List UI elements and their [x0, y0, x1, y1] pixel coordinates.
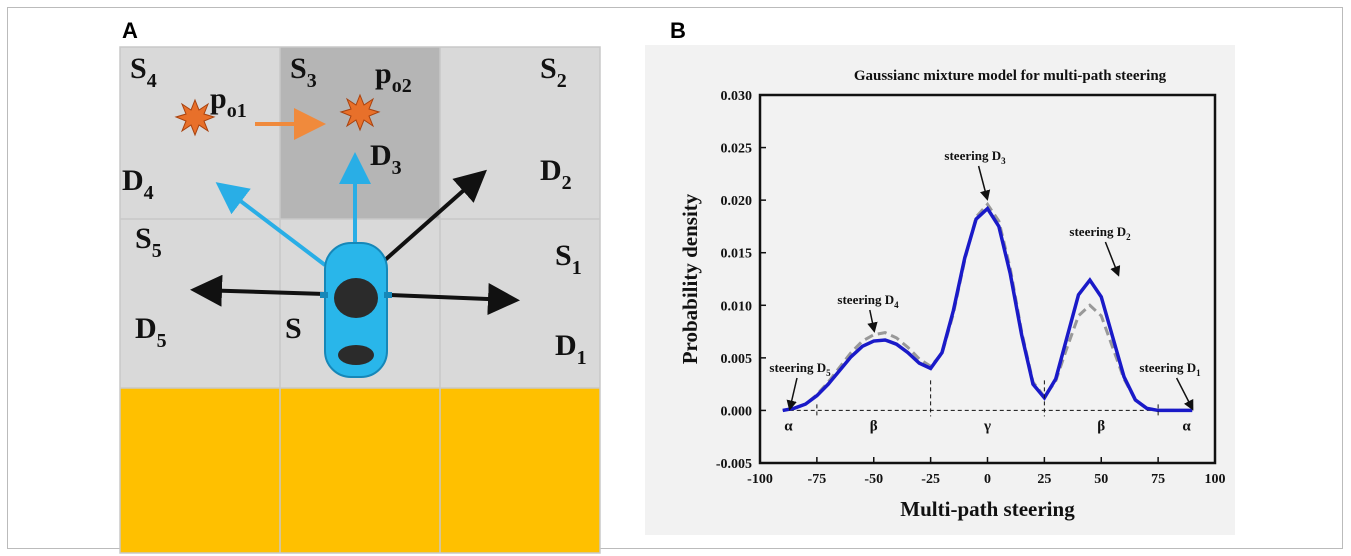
map-label-main: D [122, 164, 144, 197]
annotation-main: steering D [1069, 224, 1126, 239]
plot-frame [758, 93, 1217, 465]
map-label-main: D [370, 139, 392, 172]
annotation-sub: 2 [1126, 232, 1131, 242]
map-label-main: D [555, 329, 577, 362]
annotation-arrow [786, 377, 798, 411]
map-label: S2 [540, 52, 567, 92]
density-line [782, 205, 1193, 413]
map-label-main: S [555, 239, 572, 272]
annotation: steering D2 [1069, 224, 1131, 242]
map-label: S [285, 312, 302, 345]
map-label: D5 [135, 312, 167, 352]
arrows [190, 108, 520, 316]
annotation-main: steering D [769, 360, 826, 375]
panel-label: B [670, 18, 686, 43]
annotation-sub: 3 [1001, 156, 1006, 166]
x-tick-label: -75 [808, 472, 827, 487]
map-label-sub: 5 [157, 330, 167, 352]
y-tick-label: 0.015 [721, 247, 753, 262]
annotation-arrow [867, 309, 878, 333]
map-label: po1 [210, 82, 247, 122]
y-tick-label: 0.020 [721, 194, 753, 209]
x-tick-label: 50 [1094, 472, 1108, 487]
x-tick-label: 0 [984, 472, 991, 487]
map-label: S1 [555, 239, 582, 279]
x-axis-label: Multi-path steering [900, 497, 1075, 521]
annotation-main: steering D [837, 292, 894, 307]
obstacles [174, 93, 381, 137]
y-tick-label: 0.030 [721, 89, 753, 104]
map-label-sub: 4 [147, 70, 157, 92]
annotation: steering D3 [944, 148, 1006, 166]
x-tick-label: 75 [1151, 472, 1165, 487]
map-label-sub: o2 [392, 75, 412, 97]
map-label-sub: 4 [144, 182, 154, 204]
map-label-sub: o1 [227, 100, 247, 122]
annotation-arrow [1104, 241, 1121, 277]
map-label-sub: 2 [562, 172, 572, 194]
annotation: steering D4 [837, 292, 899, 310]
region-label: α [1182, 418, 1191, 434]
y-tick-label: 0.000 [721, 404, 753, 419]
map-label-sub: 1 [577, 347, 587, 369]
annotation-arrow [977, 165, 991, 201]
map-label: D1 [555, 329, 587, 369]
map-label-main: D [135, 312, 157, 345]
annotation: steering D5 [769, 360, 831, 378]
map-label: D3 [370, 139, 402, 179]
map-label-main: S [540, 52, 557, 85]
annotation-sub: 1 [1196, 368, 1201, 378]
chart-title: Gaussianc mixture model for multi-path s… [854, 68, 1167, 84]
x-tick-label: -25 [921, 472, 940, 487]
x-tick-label: 100 [1205, 472, 1226, 487]
car [320, 242, 392, 378]
map-label-sub: 1 [572, 257, 582, 279]
map-label-sub: 5 [152, 240, 162, 262]
map-label-main: S [285, 312, 302, 345]
annotation-main: steering D [1139, 360, 1196, 375]
map-label-sub: 3 [307, 70, 317, 92]
annotation-main: steering D [944, 148, 1001, 163]
panel-label: A [122, 18, 138, 43]
density-line [782, 201, 1193, 412]
frame [7, 7, 1343, 549]
y-tick-label: 0.025 [721, 142, 753, 157]
map-label-main: p [210, 82, 227, 115]
map-label-sub: 3 [392, 157, 402, 179]
map-label: po2 [375, 57, 412, 97]
map-label-main: S [130, 52, 147, 85]
annotation: steering D1 [1139, 360, 1201, 378]
map-label: D2 [540, 154, 572, 194]
x-tick-label: -100 [747, 472, 773, 487]
map-label-main: S [290, 52, 307, 85]
region-label: β [870, 418, 878, 434]
x-tick-label: 25 [1037, 472, 1051, 487]
map-label: D4 [122, 164, 154, 204]
chart-background [645, 45, 1235, 535]
map-label-sub: 2 [557, 70, 567, 92]
map-label: S5 [135, 222, 162, 262]
annotation-sub: 4 [894, 300, 899, 310]
map-label: S3 [290, 52, 317, 92]
region-label: γ [983, 418, 991, 434]
map-label-main: p [375, 57, 392, 90]
annotation-arrow [1175, 377, 1194, 411]
region-label: α [784, 418, 793, 434]
y-tick-label: 0.010 [721, 299, 753, 314]
annotation-sub: 5 [826, 368, 831, 378]
map-label-main: S [135, 222, 152, 255]
y-tick-label: 0.005 [721, 352, 753, 367]
map-label-main: D [540, 154, 562, 187]
y-axis-label: Probability density [678, 193, 702, 364]
y-tick-label: -0.005 [716, 457, 752, 472]
region-label: β [1097, 418, 1105, 434]
x-tick-label: -50 [864, 472, 883, 487]
map-label: S4 [130, 52, 157, 92]
